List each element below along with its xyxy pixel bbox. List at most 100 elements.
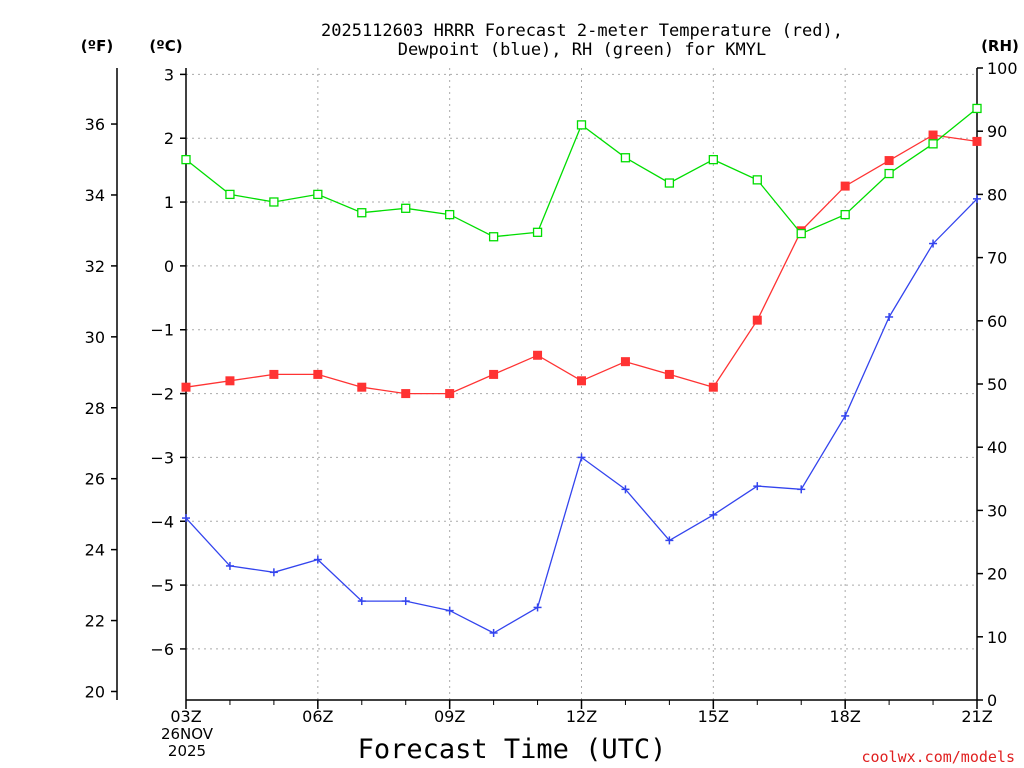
rh-point [752, 175, 762, 185]
temperature-point [225, 376, 235, 386]
dewpoint-point [313, 555, 322, 564]
rh-point [357, 208, 367, 218]
temperature-point [445, 389, 455, 399]
rh-point [576, 120, 587, 130]
dewpoint-point [357, 597, 366, 606]
rh-point [401, 203, 411, 213]
chart-title-line-1: 2025112603 HRRR Forecast 2-meter Tempera… [321, 21, 843, 41]
fahrenheit-tick-label: 34 [85, 186, 105, 205]
dewpoint-point [885, 312, 894, 321]
dewpoint-point [621, 485, 630, 494]
rh-tick-label: 0 [987, 691, 997, 710]
rh-point [928, 139, 938, 149]
date-label-year: 2025 [168, 742, 206, 760]
dewpoint-point [709, 510, 718, 519]
celsius-tick-label: −3 [150, 448, 174, 467]
rh-tick-label: 10 [987, 628, 1007, 647]
unit-label-fahrenheit: (ºF) [81, 37, 113, 55]
rh-point [181, 154, 191, 165]
temperature-point [972, 136, 982, 146]
rh-tick-label: 30 [987, 501, 1007, 520]
unit-label-celsius: (ºC) [149, 37, 182, 55]
x-tick-label: 15Z [698, 707, 729, 726]
x-axis-title: Forecast Time (UTC) [358, 734, 667, 765]
dewpoint-point [577, 453, 586, 462]
rh-tick-label: 70 [987, 249, 1007, 268]
temperature-point [533, 350, 543, 360]
data-series [181, 103, 982, 637]
rh-point [313, 189, 323, 200]
dewpoint-point [225, 561, 234, 570]
unit-label-rh: (RH) [981, 37, 1019, 55]
dewpoint-point [533, 603, 542, 612]
credit-label: coolwx.com/models [861, 748, 1015, 766]
celsius-tick-label: −1 [150, 321, 174, 340]
dewpoint-point [841, 411, 850, 420]
temperature-point [269, 369, 279, 379]
x-tick-label: 12Z [566, 707, 597, 726]
celsius-tick-label: 3 [164, 65, 174, 84]
fahrenheit-tick-label: 30 [85, 328, 105, 347]
rh-point [884, 168, 894, 179]
rh-tick-label: 80 [987, 185, 1007, 204]
dewpoint-point [182, 514, 190, 523]
dewpoint-point [665, 536, 674, 545]
celsius-tick-label: −5 [150, 576, 174, 595]
temperature-point [401, 389, 411, 399]
fahrenheit-tick-label: 22 [85, 612, 105, 631]
temperature-point [489, 369, 499, 379]
temperature-point [928, 130, 938, 140]
rh-point [620, 153, 631, 163]
fahrenheit-tick-label: 32 [85, 257, 105, 276]
fahrenheit-tick-label: 36 [85, 115, 105, 134]
temperature-point [181, 382, 191, 392]
temperature-point [313, 369, 323, 379]
rh-point [972, 103, 982, 114]
rh-point [664, 178, 675, 188]
celsius-tick-label: −4 [150, 512, 174, 531]
temperature-point [840, 181, 850, 191]
rh-tick-label: 100 [987, 59, 1018, 78]
temperature-line [185, 134, 978, 395]
dewpoint-point [929, 239, 938, 248]
dewpoint-point [445, 606, 454, 615]
celsius-tick-label: 1 [164, 193, 174, 212]
temperature-point [664, 369, 674, 379]
rh-point [532, 227, 543, 237]
rh-tick-label: 20 [987, 565, 1007, 584]
rh-point [445, 209, 455, 220]
x-tick-label: 03Z [170, 707, 201, 726]
fahrenheit-tick-label: 20 [85, 682, 105, 701]
x-tick-label: 18Z [830, 707, 861, 726]
celsius-tick-label: −6 [150, 640, 174, 659]
rh-tick-label: 60 [987, 312, 1007, 331]
rh-point [488, 232, 499, 242]
fahrenheit-tick-label: 26 [85, 470, 105, 489]
date-label-day: 26NOV [161, 725, 214, 743]
x-tick-label: 21Z [961, 707, 992, 726]
temperature-point [884, 156, 894, 166]
rh-point [269, 197, 279, 207]
rh-tick-label: 40 [987, 438, 1007, 457]
temperature-point [577, 376, 586, 386]
rh-point [840, 209, 850, 220]
temperature-point [752, 315, 762, 325]
chart-title-line-2: Dewpoint (blue), RH (green) for KMYL [398, 40, 766, 60]
rh-point [225, 189, 235, 200]
rh-point [796, 228, 806, 239]
rh-tick-label: 90 [987, 122, 1007, 141]
dewpoint-point [753, 482, 762, 491]
celsius-tick-label: 2 [164, 129, 174, 148]
fahrenheit-tick-label: 24 [85, 541, 105, 560]
celsius-tick-label: −2 [150, 385, 174, 404]
dewpoint-point [489, 628, 498, 637]
dewpoint-point [401, 597, 410, 606]
rh-tick-label: 50 [987, 375, 1007, 394]
fahrenheit-tick-label: 28 [85, 399, 105, 418]
dewpoint-point [269, 568, 278, 577]
dewpoint-point [797, 485, 806, 494]
rh-point [708, 154, 718, 165]
temperature-point [620, 357, 630, 367]
x-tick-label: 09Z [434, 707, 465, 726]
